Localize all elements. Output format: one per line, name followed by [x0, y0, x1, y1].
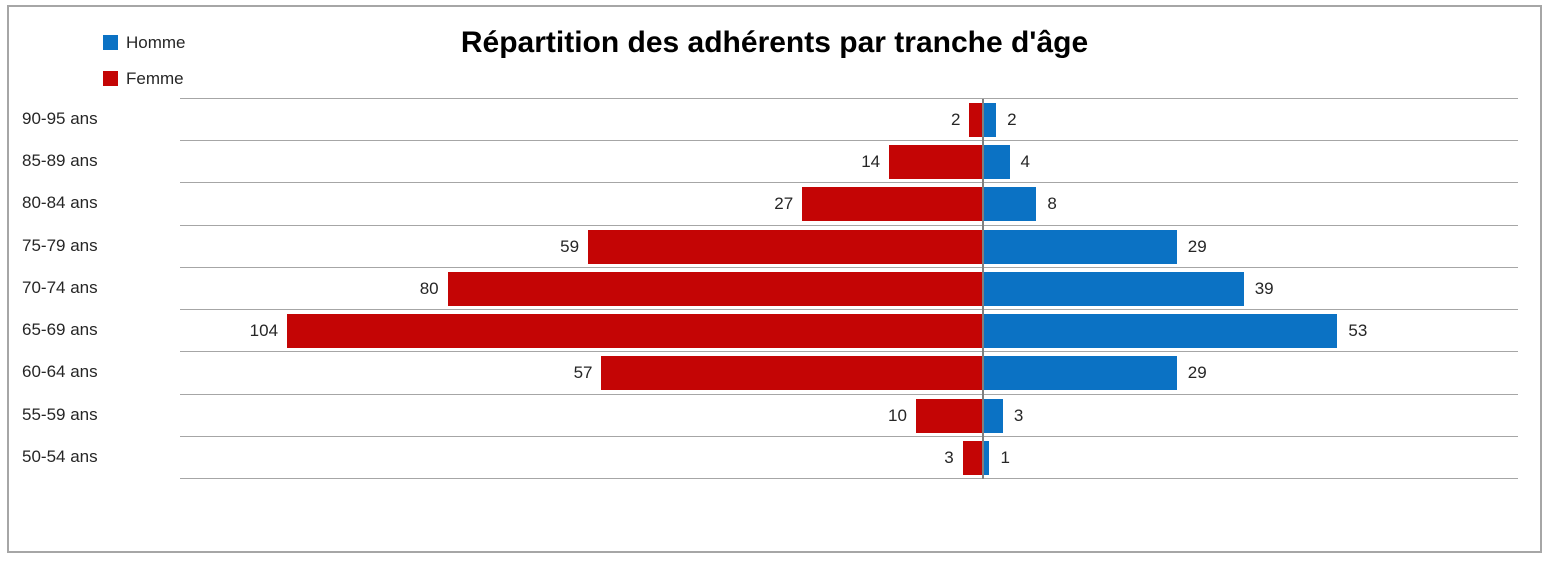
value-label-homme: 39 — [1254, 278, 1274, 298]
value-label-homme: 8 — [1047, 194, 1057, 214]
legend-item-femme: Femme — [103, 70, 186, 87]
value-label-homme: 3 — [1013, 405, 1024, 425]
bar-homme — [982, 145, 1010, 180]
legend-label-homme: Homme — [126, 33, 186, 52]
legend-swatch-homme-icon — [103, 35, 118, 50]
category-label: 55-59 ans — [22, 404, 98, 424]
value-label-femme: 27 — [774, 194, 794, 214]
category-label: 80-84 ans — [22, 193, 98, 213]
pyramid-row: 14 4 — [180, 141, 1518, 184]
bar-femme — [962, 440, 983, 475]
value-label-femme: 57 — [573, 363, 593, 383]
y-axis-line — [981, 99, 984, 479]
pyramid-row: 59 29 — [180, 226, 1518, 268]
category-axis: 90-95 ans 85-89 ans 80-84 ans 75-79 ans 70-7… — [22, 98, 172, 478]
bar-homme — [982, 356, 1177, 391]
legend-item-homme: Homme — [103, 34, 186, 51]
bar-femme — [601, 356, 983, 391]
pyramid-row: 10 3 — [180, 395, 1518, 437]
value-label-femme: 3 — [944, 447, 954, 467]
pyramid-row: 80 39 — [180, 268, 1518, 311]
value-label-homme: 29 — [1187, 236, 1207, 256]
value-label-homme: 4 — [1020, 152, 1031, 172]
category-label: 60-64 ans — [22, 362, 98, 382]
value-label-femme: 2 — [950, 110, 961, 129]
bar-femme — [889, 145, 983, 180]
value-label-femme: 104 — [249, 321, 279, 341]
pyramid-row: 27 8 — [180, 183, 1518, 226]
category-label: 75-79 ans — [22, 235, 98, 255]
pyramid-row: 57 29 — [180, 352, 1518, 395]
bar-homme — [982, 271, 1244, 306]
bar-homme — [982, 398, 1003, 433]
value-label-femme: 59 — [560, 236, 580, 256]
value-label-homme: 29 — [1187, 363, 1207, 383]
bar-femme — [447, 271, 983, 306]
value-label-homme: 53 — [1348, 321, 1368, 341]
chart-title: Répartition des adhérents par tranche d'… — [460, 26, 1089, 59]
bar-femme — [969, 103, 983, 137]
bar-homme — [982, 440, 990, 475]
pyramid-row: 104 53 — [180, 310, 1518, 353]
value-label-homme: 1 — [1000, 447, 1010, 467]
bar-homme — [982, 314, 1338, 349]
category-label: 65-69 ans — [22, 320, 98, 340]
bar-homme — [982, 229, 1177, 264]
bar-homme — [982, 187, 1037, 222]
category-label: 90-95 ans — [22, 109, 98, 128]
legend-label-femme: Femme — [126, 69, 184, 88]
value-label-femme: 14 — [861, 152, 881, 172]
bar-femme — [915, 398, 983, 433]
value-label-homme: 2 — [1007, 110, 1017, 129]
category-label: 50-54 ans — [22, 446, 98, 466]
legend: Homme Femme — [103, 34, 186, 106]
bar-femme — [287, 314, 983, 349]
legend-swatch-femme-icon — [103, 71, 118, 86]
value-label-femme: 80 — [419, 278, 439, 298]
bar-femme — [588, 229, 983, 264]
category-label: 70-74 ans — [22, 277, 98, 297]
bar-femme — [802, 187, 983, 222]
plot-area: 2 2 14 4 27 8 59 29 80 39 104 53 57 29 10 3 3 1 — [180, 98, 1518, 479]
value-label-femme: 10 — [887, 405, 907, 425]
bar-homme — [982, 103, 997, 137]
category-label: 85-89 ans — [22, 151, 98, 171]
